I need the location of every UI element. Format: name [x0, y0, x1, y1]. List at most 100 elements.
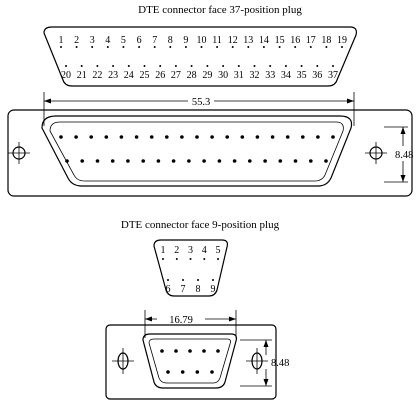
pin-number-label: 23 — [108, 70, 118, 81]
contact-pin — [126, 159, 130, 163]
contact-pin — [293, 159, 298, 163]
face-pin-dot — [75, 46, 78, 48]
face-pin-dot — [206, 65, 209, 67]
pin-number-label: 35 — [297, 70, 307, 81]
contact-pin — [217, 159, 222, 163]
db37-pin-row-top — [59, 135, 335, 139]
db37-bottom-pin-numbers: 20 21 22 23 24 25 26 27 28 29 30 31 32 33 34 35 36 37 — [61, 65, 338, 81]
contact-pin — [331, 135, 335, 139]
pin-number-label: 15 — [275, 35, 285, 46]
face-pin-dot — [316, 65, 319, 67]
pin-number-label: 32 — [250, 70, 260, 81]
pin-number-label: 10 — [197, 35, 207, 46]
contact-pin — [316, 135, 320, 139]
contact-pin — [89, 135, 93, 139]
pin-number-label: 6 — [166, 284, 171, 295]
contact-pin — [180, 135, 184, 139]
db9-left-mount-hole — [112, 348, 134, 374]
face-pin-dot — [222, 65, 225, 67]
contact-pin — [165, 135, 169, 139]
pin-number-label: 6 — [137, 35, 142, 46]
pin-number-label: 3 — [188, 245, 193, 256]
db9-face-outline — [153, 239, 229, 297]
face-pin-dot — [80, 65, 83, 67]
pin-number-label: 21 — [77, 70, 87, 81]
contact-pin — [160, 349, 164, 353]
face-pin-dot — [197, 279, 199, 281]
contact-pin — [301, 135, 305, 139]
contact-pin — [324, 159, 328, 163]
pin-number-label: 1 — [161, 245, 166, 256]
pin-number-label: 1 — [59, 35, 64, 46]
contact-pin — [248, 159, 252, 163]
face-pin-dot — [162, 258, 164, 260]
face-pin-dot — [200, 46, 203, 48]
face-pin-dot — [96, 65, 99, 67]
pin-number-label: 30 — [218, 70, 228, 81]
db37-pin-row-bottom — [65, 159, 328, 163]
contact-pin — [180, 370, 185, 374]
face-pin-dot — [182, 279, 184, 281]
contact-pin — [270, 135, 275, 139]
contact-pin — [149, 135, 154, 139]
face-pin-dot — [309, 46, 312, 48]
contact-pin — [188, 349, 192, 353]
pin-number-label: 18 — [321, 35, 331, 46]
face-pin-dot — [216, 46, 219, 48]
face-pin-dot — [175, 258, 178, 260]
db37-face-outline — [43, 26, 357, 87]
contact-pin — [195, 370, 200, 374]
pin-number-label: 22 — [92, 70, 102, 81]
contact-pin — [80, 159, 84, 163]
pin-number-label: 2 — [74, 35, 79, 46]
db9-shell-outer — [142, 333, 238, 389]
pin-number-label: 16 — [290, 35, 300, 46]
face-pin-dot — [60, 46, 62, 48]
face-pin-dot — [174, 65, 177, 67]
contact-pin — [240, 135, 245, 139]
face-pin-dot — [122, 46, 125, 48]
face-pin-dot — [189, 258, 192, 260]
contact-pin — [119, 135, 124, 139]
face-pin-dot — [212, 279, 214, 281]
contact-pin — [110, 159, 115, 163]
db37-top-pin-numbers: 1 2 3 4 5 6 7 8 9 10 11 12 13 14 15 16 17 18 19 — [59, 35, 347, 48]
contact-pin — [134, 135, 139, 139]
contact-pin — [95, 159, 100, 163]
pin-number-label: 25 — [140, 70, 150, 81]
face-pin-dot — [167, 279, 169, 281]
face-pin-dot — [247, 46, 250, 48]
face-pin-dot — [253, 65, 256, 67]
face-pin-dot — [190, 65, 193, 67]
pin-number-label: 5 — [121, 35, 126, 46]
pin-number-label: 33 — [265, 70, 275, 81]
db37-shell-outer — [41, 115, 353, 187]
pin-number-label: 36 — [312, 70, 322, 81]
contact-pin — [195, 135, 199, 139]
contact-pin — [210, 370, 214, 374]
pin-number-label: 12 — [228, 35, 238, 46]
db9-right-mount-hole — [246, 348, 268, 374]
face-pin-dot — [294, 46, 297, 48]
pin-number-label: 11 — [212, 35, 222, 46]
pin-number-label: 13 — [243, 35, 253, 46]
db9-width-label: 16.79 — [169, 315, 193, 326]
contact-pin — [216, 349, 220, 353]
db9-shell-inner — [148, 338, 231, 384]
face-pin-dot — [153, 46, 156, 48]
pin-number-label: 8 — [168, 35, 173, 46]
face-pin-dot — [169, 46, 172, 48]
pin-number-label: 3 — [90, 35, 95, 46]
db37-title: DTE connector face 37-position plug — [138, 4, 302, 16]
db9-height-dimension — [240, 339, 272, 387]
db9-title: DTE connector face 9-position plug — [121, 219, 280, 231]
pin-number-label: 24 — [124, 70, 134, 81]
pin-number-label: 7 — [181, 284, 186, 295]
db9-height-label: 8.48 — [271, 358, 289, 369]
pin-number-label: 31 — [234, 70, 244, 81]
contact-pin — [285, 135, 290, 139]
pin-number-label: 9 — [183, 35, 188, 46]
face-pin-dot — [184, 46, 187, 48]
